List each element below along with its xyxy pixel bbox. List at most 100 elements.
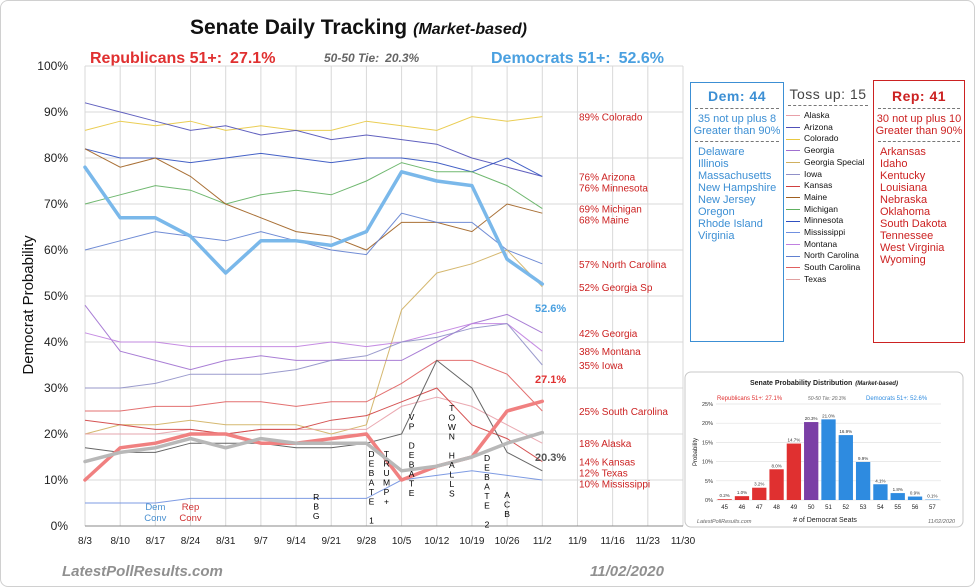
rep-state: West Virginia (880, 242, 945, 254)
x-tick-label: 9/7 (254, 536, 268, 547)
toss-state-label: Maine (804, 191, 828, 202)
state-label: 25% South Carolina (579, 407, 668, 418)
event-label: E (484, 501, 490, 511)
event-label: P (409, 422, 415, 432)
event-label: L (449, 479, 454, 489)
dem-state: New Jersey (698, 194, 756, 206)
inset-bar-label: 4.1% (875, 478, 885, 483)
rep-safe-box: Rep: 41 30 not up plus 10 Greater than 9… (873, 80, 965, 343)
inset-bar-label: 0.9% (910, 491, 920, 496)
toss-state: North Carolina (786, 250, 870, 262)
event-label: E (409, 450, 415, 460)
inset-bar-label: 16.9% (839, 429, 852, 434)
inset-y-tick: 0% (705, 498, 713, 504)
footer-date: 11/02/2020 (590, 563, 665, 580)
toss-box-header: Toss up: 15 (789, 86, 867, 102)
toss-swatch (786, 150, 800, 152)
dem-state: Virginia (698, 230, 735, 242)
rep-box-header: Rep: 41 (891, 88, 947, 104)
x-tick-label: 11/30 (671, 536, 696, 547)
rep-state-list: Arkansas Idaho Kentucky Louisiana Nebras… (874, 146, 964, 266)
x-tick-label: 9/21 (322, 536, 342, 547)
inset-x-label: # of Democrat Seats (793, 517, 857, 524)
state-label: 18% Alaska (579, 439, 632, 450)
dem-state-list: Delaware Illinois Massachusetts New Hamp… (691, 146, 783, 242)
inset-y-tick: 15% (702, 440, 713, 446)
toss-state-label: Alaska (804, 110, 830, 120)
toss-swatch (786, 173, 800, 175)
inset-x-tick: 52 (842, 505, 849, 511)
state-label: 10% Mississippi (579, 480, 650, 491)
rep-state: South Dakota (880, 218, 947, 230)
x-tick-labels: 8/3 8/10 8/17 8/24 8/31 9/7 9/14 9/21 9/28 10/5 10… (78, 536, 696, 547)
dem-box-divider-2 (695, 141, 779, 142)
inset-y-label: Probability (693, 438, 699, 466)
main-lines (83, 165, 545, 482)
dem-box-sub-1: 35 not up plus 8 (697, 113, 777, 125)
state-label: 68% Maine (579, 216, 629, 227)
inset-bar (907, 496, 923, 500)
x-tick-label: 8/31 (216, 536, 236, 547)
x-tick-label: 8/17 (146, 536, 166, 547)
event-label: B (313, 502, 319, 512)
state-label: 89% Colorado (579, 113, 643, 124)
x-tick-label: 10/5 (392, 536, 412, 547)
event-label: E (369, 459, 375, 469)
rep-state: Nebraska (880, 194, 928, 206)
y-tick-label: 70% (44, 197, 68, 211)
event-label: A (369, 478, 375, 488)
state-label: 76% Minnesota (579, 183, 648, 194)
event-label: N (449, 432, 455, 442)
inset-y-tick: 5% (705, 479, 713, 485)
inset-x-tick: 50 (808, 505, 815, 511)
y-tick-label: 40% (44, 335, 68, 349)
inset-x-tick: 48 (773, 505, 780, 511)
toss-state: South Carolina (786, 262, 870, 274)
state-line (85, 396, 543, 444)
toss-state: Georgia (786, 145, 870, 157)
main-series-line (83, 430, 545, 473)
state-label: 52% Georgia Sp (579, 283, 653, 294)
toss-state-label: Kansas (804, 180, 833, 191)
rep-state: Louisiana (880, 182, 928, 194)
state-line (84, 162, 543, 210)
event-label: 1 (369, 516, 374, 526)
y-tick-label: 60% (44, 243, 68, 257)
inset-bar-label: 3.2% (754, 482, 764, 487)
event-label: H (449, 451, 455, 461)
inset-y-tick: 25% (702, 402, 713, 408)
toss-state: Colorado (786, 133, 870, 145)
inset-bar (717, 499, 732, 500)
toss-up-box: Toss up: 15 Alaska Arizona Colorado Georgia… (786, 86, 870, 286)
toss-state-label: Texas (804, 273, 827, 284)
toss-state: Kansas (786, 180, 870, 192)
event-label: T (484, 491, 489, 501)
dem-state: Rhode Island (698, 218, 763, 230)
state-label: 35% Iowa (579, 361, 623, 372)
toss-swatch (786, 255, 800, 257)
y-tick-label: 30% (44, 381, 68, 395)
inset-x-tick: 45 (721, 505, 728, 511)
state-line (84, 304, 543, 371)
rep-state: Wyoming (880, 254, 926, 266)
event-label: T (369, 487, 374, 497)
toss-swatch (786, 208, 800, 210)
inset-rep-label: Republicans 51+: 27.1% (717, 396, 783, 402)
state-line (84, 116, 543, 131)
toss-state-label: Colorado (804, 133, 839, 144)
inset-bar-label: 9.9% (858, 456, 868, 461)
y-axis-label: Democrat Probability (20, 235, 37, 375)
event-label: Dem (145, 502, 165, 513)
toss-state: Arizona (786, 122, 870, 134)
event-label: Conv (179, 513, 201, 524)
event-label: A (449, 460, 455, 470)
inset-bar (873, 484, 888, 500)
state-line (85, 470, 543, 504)
inset-tie-label: 50-50 Tie: 20.3% (808, 396, 847, 402)
toss-state: Montana (786, 239, 870, 251)
event-label: D (368, 449, 374, 459)
rep-box-divider (878, 108, 960, 109)
y-tick-label: 50% (44, 289, 68, 303)
dem-state: Oregon (698, 206, 735, 218)
